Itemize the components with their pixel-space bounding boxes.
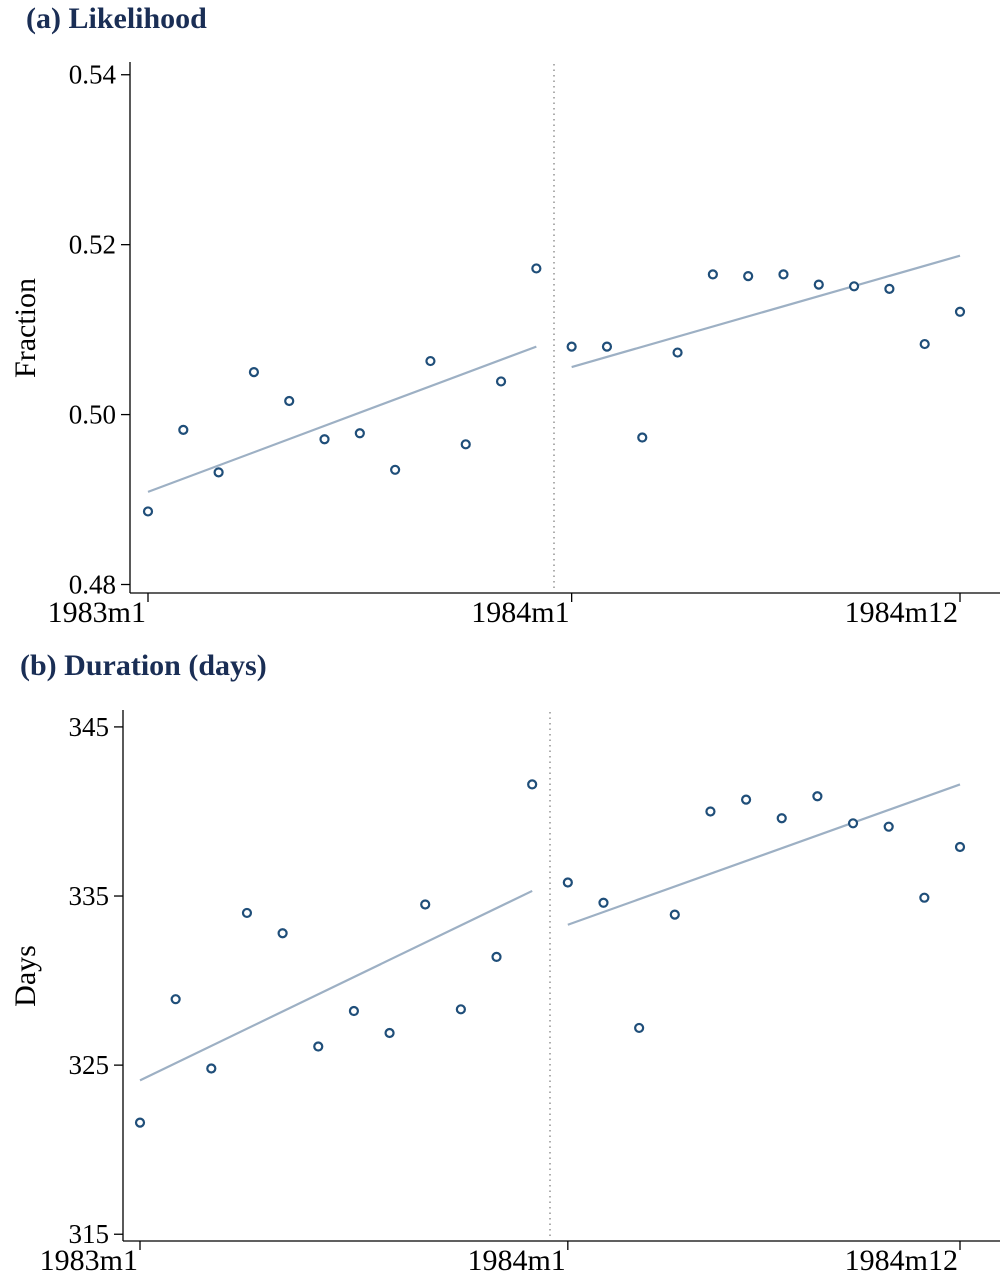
data-point <box>491 951 502 962</box>
y-tick-label: 335 <box>69 881 110 911</box>
data-point <box>954 841 966 853</box>
y-tick-label: 325 <box>69 1050 110 1080</box>
y-tick-label: 345 <box>69 712 110 742</box>
data-point <box>284 395 295 407</box>
data-point <box>672 347 683 358</box>
data-point <box>707 269 718 280</box>
data-point <box>705 806 716 817</box>
y-tick-label: 0.50 <box>69 400 116 430</box>
x-tick-label: 1984m12 <box>845 1244 958 1276</box>
y-tick-label: 0.48 <box>69 570 116 600</box>
x-tick-label: 1984m1 <box>467 1244 565 1276</box>
data-point <box>390 464 401 475</box>
panel-b-chart: 315 325 335 345 1983m1 1984m1 1984m12 Days <box>9 710 1000 1276</box>
data-point <box>634 1022 645 1034</box>
fit-line-pre <box>147 345 537 493</box>
x-tick-label: 1984m12 <box>845 596 958 629</box>
data-point <box>527 779 538 790</box>
data-point <box>566 341 577 352</box>
y-tick-label: 315 <box>69 1219 110 1249</box>
data-point <box>495 376 507 387</box>
x-tick-label: 1983m1 <box>48 596 146 629</box>
data-point <box>142 506 154 517</box>
data-point <box>954 306 966 317</box>
x-tick-label: 1983m1 <box>40 1244 138 1276</box>
data-point <box>134 1117 146 1128</box>
data-point <box>740 794 752 805</box>
panel-a-title: (a) Likelihood <box>26 2 207 35</box>
data-point <box>919 338 930 350</box>
data-point <box>313 1041 324 1052</box>
y-axis-label: Days <box>9 945 42 1007</box>
fit-line-post <box>571 254 961 369</box>
data-point <box>206 1063 217 1074</box>
data-point <box>178 424 189 435</box>
data-point <box>213 467 224 478</box>
data-point <box>669 909 680 920</box>
data-point <box>601 341 613 352</box>
data-point <box>319 434 330 445</box>
data-point <box>883 821 894 832</box>
fit-line-post <box>567 783 961 926</box>
data-point <box>277 928 288 939</box>
data-point <box>598 897 609 908</box>
data-point <box>354 428 365 439</box>
data-point <box>531 263 542 274</box>
y-tick-label: 0.52 <box>69 230 116 260</box>
y-tick-label: 0.54 <box>69 60 117 90</box>
data-point <box>812 791 823 802</box>
data-point <box>637 432 648 443</box>
data-point <box>425 355 436 367</box>
y-axis-label: Fraction <box>9 278 42 378</box>
data-point <box>460 439 471 450</box>
data-point <box>455 1004 466 1015</box>
data-point <box>778 269 789 280</box>
panel-b-title: (b) Duration (days) <box>20 649 267 682</box>
data-point <box>348 1005 360 1017</box>
fit-line-pre <box>139 889 533 1082</box>
data-point <box>384 1027 395 1039</box>
data-point <box>743 270 754 282</box>
data-point <box>170 994 181 1005</box>
data-point <box>847 818 859 829</box>
data-point <box>241 907 253 919</box>
data-point <box>562 877 573 888</box>
data-point <box>248 367 260 378</box>
x-tick-label: 1984m1 <box>471 596 569 629</box>
panel-a-chart: 0.48 0.50 0.52 0.54 1983m1 1984m1 1984m12 Fract… <box>9 60 1000 629</box>
data-point <box>813 279 824 290</box>
data-point <box>776 813 787 824</box>
data-point <box>884 283 895 294</box>
data-point <box>420 899 431 910</box>
data-point <box>848 281 860 292</box>
data-point <box>919 892 930 903</box>
